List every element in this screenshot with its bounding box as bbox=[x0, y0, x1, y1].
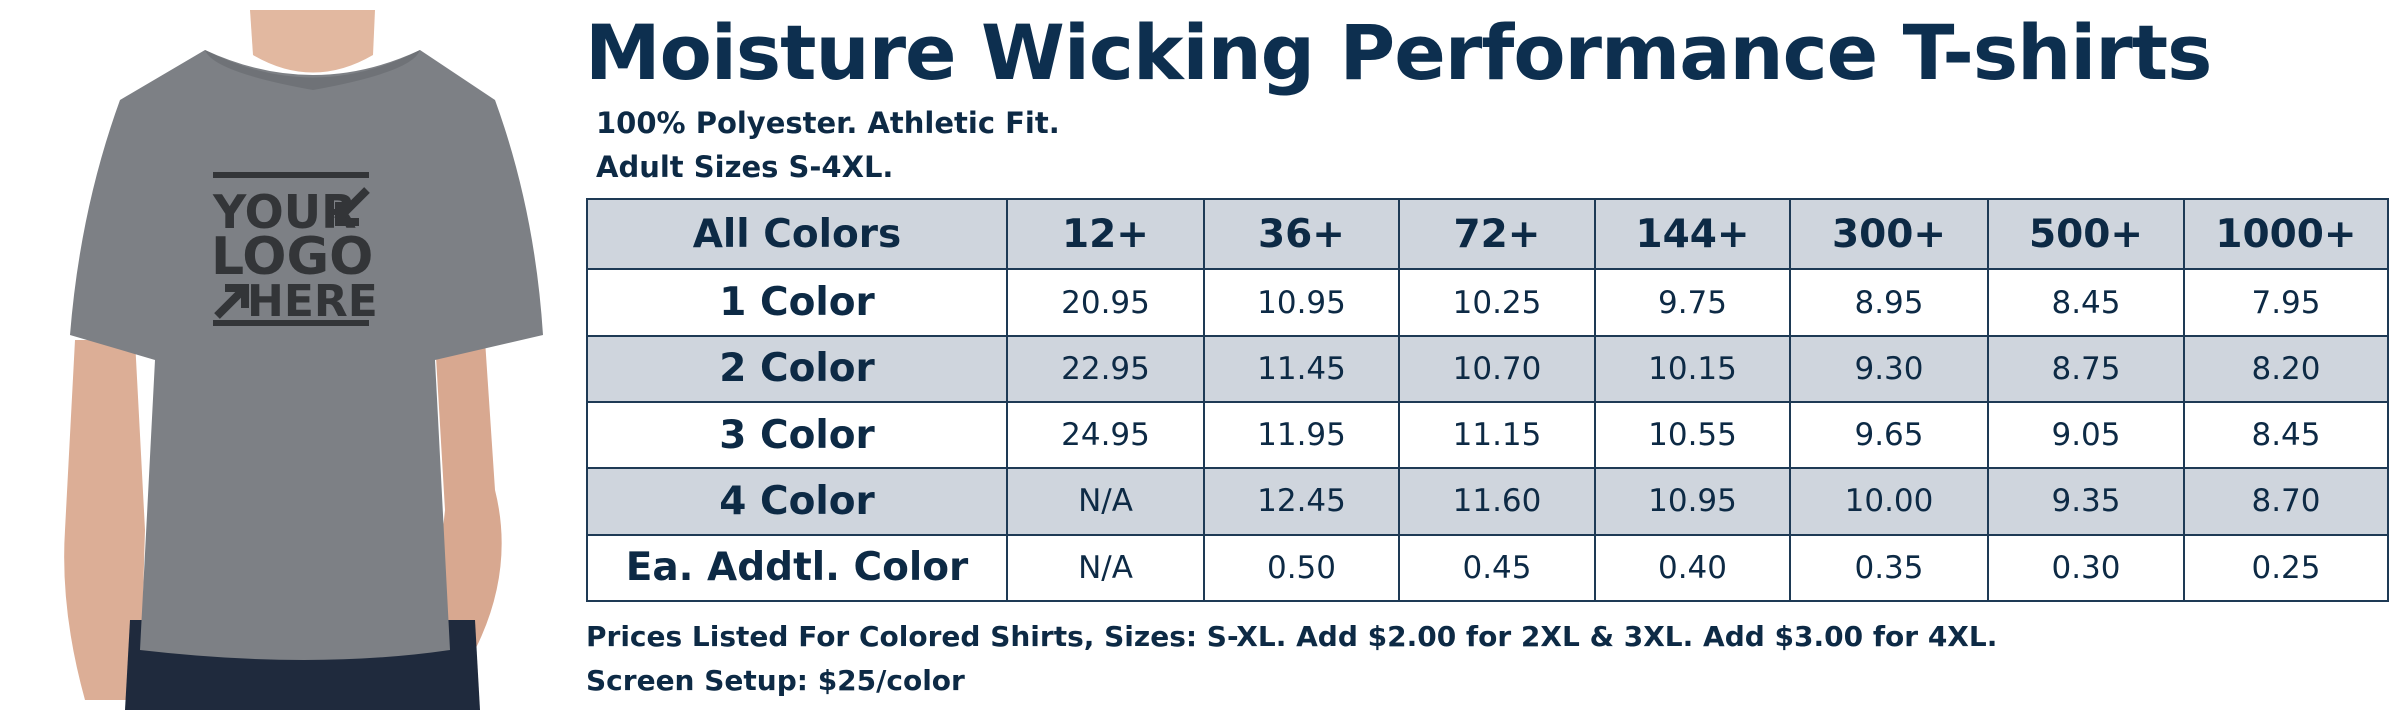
price-cell: 9.05 bbox=[1987, 400, 2185, 470]
price-cell: 0.45 bbox=[1398, 533, 1596, 603]
row-label: 3 Color bbox=[586, 400, 1008, 470]
header-qty: 500+ bbox=[1987, 197, 2185, 271]
table-row: 2 Color 22.95 11.45 10.70 10.15 9.30 8.7… bbox=[586, 334, 2389, 404]
table-row: Ea. Addtl. Color N/A 0.50 0.45 0.40 0.35… bbox=[586, 533, 2389, 603]
price-cell: 7.95 bbox=[2183, 268, 2389, 337]
price-cell: 12.45 bbox=[1203, 467, 1400, 536]
header-qty: 144+ bbox=[1594, 197, 1791, 271]
table-row: 1 Color 20.95 10.95 10.25 9.75 8.95 8.45… bbox=[586, 268, 2389, 337]
price-cell: 0.30 bbox=[1987, 533, 2185, 603]
price-cell: 9.65 bbox=[1789, 400, 1989, 470]
header-qty: 1000+ bbox=[2183, 197, 2389, 271]
your-logo-here-graphic: YOUR LOGO HERE bbox=[211, 172, 378, 327]
page-title: Moisture Wicking Performance T-shirts bbox=[585, 8, 2212, 97]
price-cell: N/A bbox=[1006, 533, 1205, 603]
price-cell: 11.95 bbox=[1203, 400, 1400, 470]
setup-note: Screen Setup: $25/color bbox=[586, 664, 965, 697]
price-cell: 10.15 bbox=[1594, 334, 1791, 404]
table-row: 3 Color 24.95 11.95 11.15 10.55 9.65 9.0… bbox=[586, 400, 2389, 470]
arrow-up-right-icon bbox=[214, 284, 249, 319]
price-cell: 20.95 bbox=[1006, 268, 1205, 337]
table-row: 4 Color N/A 12.45 11.60 10.95 10.00 9.35… bbox=[586, 467, 2389, 536]
price-cell: 0.50 bbox=[1203, 533, 1400, 603]
price-cell: 0.35 bbox=[1789, 533, 1989, 603]
price-cell: 11.60 bbox=[1398, 467, 1596, 536]
subtitle-sizes: Adult Sizes S-4XL. bbox=[596, 150, 894, 184]
product-photo: YOUR LOGO HERE bbox=[64, 10, 543, 710]
price-cell: 10.95 bbox=[1594, 467, 1791, 536]
price-cell: 22.95 bbox=[1006, 334, 1205, 404]
price-cell: 9.75 bbox=[1594, 268, 1791, 337]
shirt-collar bbox=[205, 50, 420, 90]
price-cell: 8.95 bbox=[1789, 268, 1989, 337]
logo-line-3: HERE bbox=[247, 276, 378, 327]
row-label: 1 Color bbox=[586, 268, 1008, 337]
price-cell: 11.45 bbox=[1203, 334, 1400, 404]
price-cell: 10.00 bbox=[1789, 467, 1989, 536]
header-all-colors: All Colors bbox=[586, 197, 1008, 271]
header-qty: 72+ bbox=[1398, 197, 1596, 271]
price-cell: 24.95 bbox=[1006, 400, 1205, 470]
price-cell: 10.55 bbox=[1594, 400, 1791, 470]
model-left-arm bbox=[64, 340, 145, 700]
price-cell: 9.35 bbox=[1987, 467, 2185, 536]
price-cell: 0.25 bbox=[2183, 533, 2389, 603]
row-label: Ea. Addtl. Color bbox=[586, 533, 1008, 603]
header-qty: 36+ bbox=[1203, 197, 1400, 271]
subtitle-material: 100% Polyester. Athletic Fit. bbox=[596, 106, 1060, 140]
price-cell: 0.40 bbox=[1594, 533, 1791, 603]
price-cell: 8.45 bbox=[2183, 400, 2389, 470]
price-cell: 10.25 bbox=[1398, 268, 1596, 337]
price-cell: 10.70 bbox=[1398, 334, 1596, 404]
row-label: 4 Color bbox=[586, 467, 1008, 536]
price-cell: 8.45 bbox=[1987, 268, 2185, 337]
model-neck bbox=[250, 10, 375, 73]
price-cell: 8.75 bbox=[1987, 334, 2185, 404]
price-cell: 8.20 bbox=[2183, 334, 2389, 404]
price-cell: N/A bbox=[1006, 467, 1205, 536]
pricing-note: Prices Listed For Colored Shirts, Sizes:… bbox=[586, 620, 1998, 653]
price-cell: 8.70 bbox=[2183, 467, 2389, 536]
arrow-down-left-icon bbox=[334, 187, 370, 226]
model-right-arm bbox=[430, 340, 502, 650]
table-header-row: All Colors 12+ 36+ 72+ 144+ 300+ 500+ 10… bbox=[586, 197, 2389, 271]
logo-line-2: LOGO bbox=[211, 227, 373, 287]
price-cell: 10.95 bbox=[1203, 268, 1400, 337]
price-table: All Colors 12+ 36+ 72+ 144+ 300+ 500+ 10… bbox=[586, 197, 2389, 603]
price-cell: 9.30 bbox=[1789, 334, 1989, 404]
gray-tshirt bbox=[70, 50, 543, 660]
header-qty: 300+ bbox=[1789, 197, 1989, 271]
header-qty: 12+ bbox=[1006, 197, 1205, 271]
logo-line-1: YOUR bbox=[212, 185, 357, 239]
price-cell: 11.15 bbox=[1398, 400, 1596, 470]
row-label: 2 Color bbox=[586, 334, 1008, 404]
